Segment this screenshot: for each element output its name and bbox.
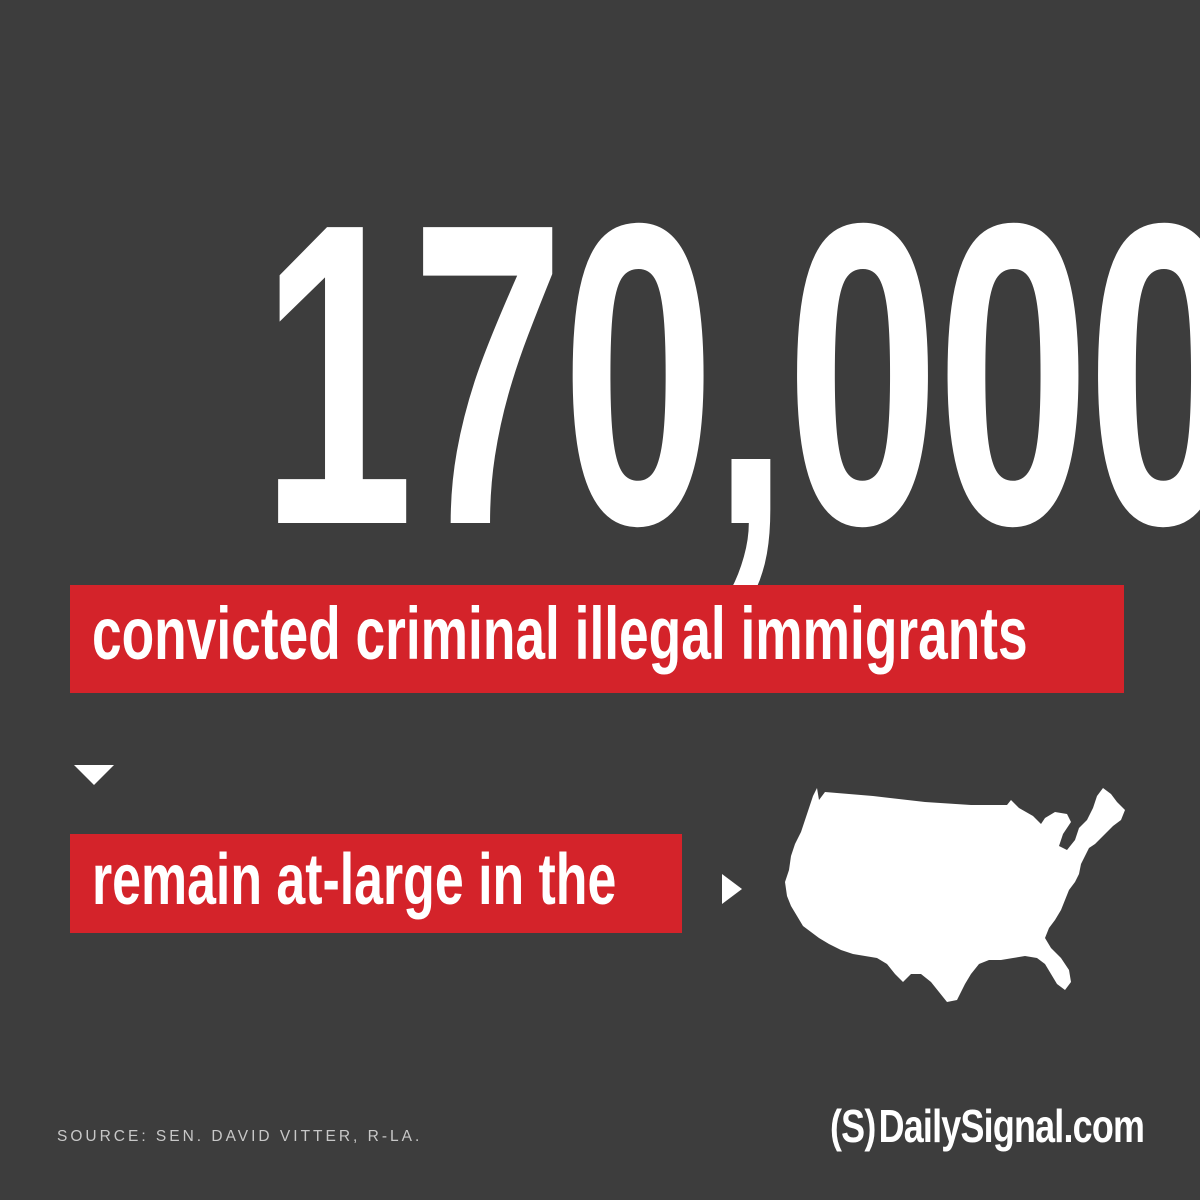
headline-number: 170,000 <box>260 135 1200 615</box>
statement-band-2: remain at-large in the <box>70 834 682 933</box>
brand-wordmark: (S) DailySignal.com <box>830 1098 1200 1154</box>
triangle-down-icon <box>74 765 114 785</box>
triangle-right-icon <box>722 874 742 904</box>
brand-logo: (S) <box>830 1100 876 1152</box>
statement-band-1: convicted criminal illegal immigrants <box>70 585 1124 693</box>
us-map-icon <box>785 788 1125 1002</box>
statement-line-1: convicted criminal illegal immigrants <box>92 591 1028 675</box>
source-note: SOURCE: SEN. DAVID VITTER, R-LA. <box>57 1128 423 1145</box>
statement-line-2: remain at-large in the <box>92 839 617 920</box>
brand-name: DailySignal.com <box>878 1100 1145 1152</box>
